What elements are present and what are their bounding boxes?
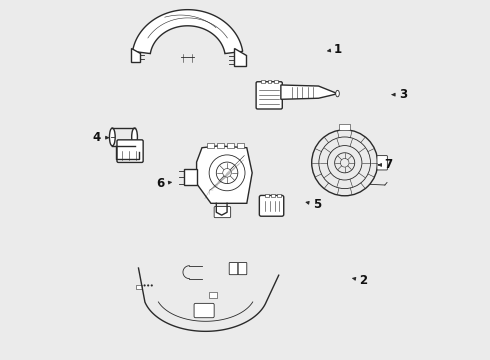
Polygon shape [196,146,252,203]
Polygon shape [184,169,196,185]
Text: 2: 2 [359,274,368,287]
Bar [218,143,224,148]
Text: 5: 5 [313,198,321,211]
FancyBboxPatch shape [214,207,231,218]
Bar [136,285,142,289]
Bar [339,125,350,130]
Bar [266,194,269,197]
Circle shape [144,284,146,287]
Bar [227,143,234,148]
Bar [207,143,214,148]
Circle shape [151,284,153,287]
Text: 7: 7 [384,158,392,171]
FancyBboxPatch shape [377,156,388,170]
Ellipse shape [132,128,137,146]
Bar [209,292,217,298]
Ellipse shape [336,90,339,97]
Bar [238,143,244,148]
Bar [277,194,280,197]
Bar [271,194,275,197]
Bar [274,80,278,83]
FancyBboxPatch shape [194,303,214,318]
Ellipse shape [109,128,115,146]
Polygon shape [281,85,337,99]
Text: 1: 1 [334,42,343,55]
Circle shape [147,284,149,287]
Bar [261,80,265,83]
FancyBboxPatch shape [238,262,247,275]
FancyBboxPatch shape [229,262,238,275]
Bar [268,80,271,83]
Polygon shape [133,10,243,54]
Text: 4: 4 [92,131,100,144]
FancyBboxPatch shape [259,195,284,216]
Text: 6: 6 [157,177,165,190]
Polygon shape [234,48,245,66]
Text: 3: 3 [399,88,407,101]
FancyBboxPatch shape [256,82,282,109]
Polygon shape [131,48,141,62]
FancyBboxPatch shape [117,140,143,162]
